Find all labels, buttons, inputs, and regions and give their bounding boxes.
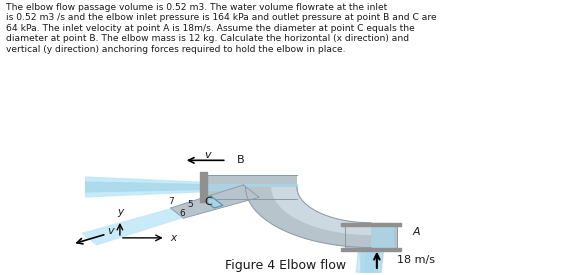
Polygon shape bbox=[271, 187, 371, 235]
Polygon shape bbox=[202, 196, 223, 208]
Text: 18 m/s: 18 m/s bbox=[397, 255, 435, 265]
Text: Figure 4 Elbow flow: Figure 4 Elbow flow bbox=[225, 259, 346, 272]
Text: v: v bbox=[107, 226, 114, 236]
Text: 6: 6 bbox=[180, 209, 186, 218]
Text: x: x bbox=[170, 233, 176, 243]
Polygon shape bbox=[359, 248, 384, 272]
Text: 7: 7 bbox=[168, 197, 174, 206]
Text: C: C bbox=[204, 197, 212, 207]
Polygon shape bbox=[86, 182, 210, 192]
Polygon shape bbox=[200, 175, 297, 199]
Polygon shape bbox=[246, 187, 371, 248]
Polygon shape bbox=[82, 209, 183, 245]
Text: B: B bbox=[237, 155, 245, 165]
Text: The elbow flow passage volume is 0.52 m3. The water volume flowrate at the inlet: The elbow flow passage volume is 0.52 m3… bbox=[6, 3, 436, 54]
Text: y: y bbox=[117, 207, 123, 217]
Polygon shape bbox=[364, 248, 384, 272]
Text: v: v bbox=[204, 150, 211, 160]
Text: 5: 5 bbox=[187, 200, 193, 208]
Text: A: A bbox=[413, 227, 421, 237]
Polygon shape bbox=[356, 248, 376, 272]
Polygon shape bbox=[360, 248, 380, 272]
Polygon shape bbox=[345, 223, 397, 248]
Polygon shape bbox=[170, 185, 259, 218]
Polygon shape bbox=[86, 177, 210, 197]
